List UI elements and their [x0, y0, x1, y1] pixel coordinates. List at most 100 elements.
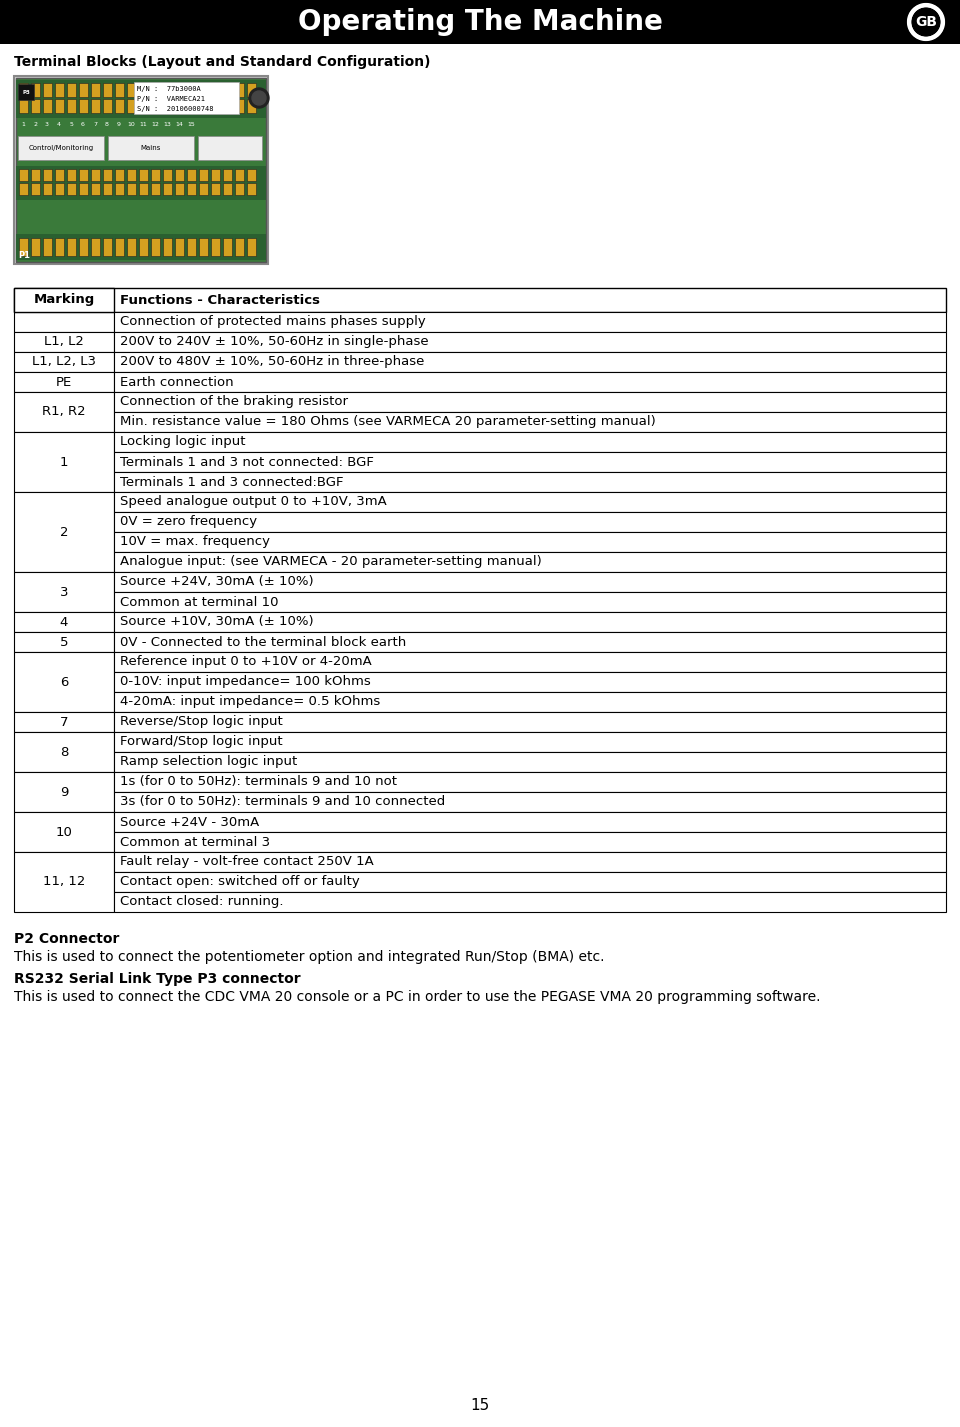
Text: 1s (for 0 to 50Hz): terminals 9 and 10 not: 1s (for 0 to 50Hz): terminals 9 and 10 n… — [120, 775, 397, 789]
Text: Source +24V, 30mA (± 10%): Source +24V, 30mA (± 10%) — [120, 575, 314, 588]
Text: 6: 6 — [60, 675, 68, 688]
Circle shape — [252, 91, 266, 106]
Bar — [67, 98, 76, 113]
Bar — [114, 612, 946, 632]
Bar — [14, 852, 114, 912]
Bar — [247, 83, 256, 97]
Bar — [114, 732, 946, 752]
Text: Source +10V, 30mA (± 10%): Source +10V, 30mA (± 10%) — [120, 615, 314, 628]
Bar — [55, 183, 64, 195]
Bar — [14, 332, 114, 352]
Bar — [103, 183, 112, 195]
Bar — [79, 98, 88, 113]
Bar — [114, 672, 946, 692]
Bar — [16, 234, 266, 260]
Bar — [139, 238, 148, 255]
Bar — [114, 712, 946, 732]
Bar — [223, 238, 232, 255]
Text: 9: 9 — [60, 785, 68, 799]
Bar — [114, 352, 946, 372]
Text: Marking: Marking — [34, 294, 95, 307]
Text: S/N :  20106000748: S/N : 20106000748 — [137, 106, 213, 111]
Bar — [223, 183, 232, 195]
Text: Terminal Blocks (Layout and Standard Configuration): Terminal Blocks (Layout and Standard Con… — [14, 56, 430, 68]
Text: P1: P1 — [18, 251, 30, 261]
Bar — [175, 83, 184, 97]
Bar — [187, 168, 196, 181]
Text: 4: 4 — [57, 121, 61, 127]
Bar — [139, 168, 148, 181]
Bar — [18, 84, 34, 100]
Circle shape — [908, 4, 944, 40]
Text: This is used to connect the potentiometer option and integrated Run/Stop (BMA) e: This is used to connect the potentiomete… — [14, 950, 605, 965]
Text: Fault relay - volt-free contact 250V 1A: Fault relay - volt-free contact 250V 1A — [120, 856, 373, 869]
Text: 0-10V: input impedance= 100 kOhms: 0-10V: input impedance= 100 kOhms — [120, 675, 371, 688]
Bar — [14, 632, 114, 652]
Bar — [43, 98, 52, 113]
Bar — [19, 168, 28, 181]
Bar — [199, 238, 208, 255]
Text: Locking logic input: Locking logic input — [120, 435, 246, 448]
Bar — [14, 372, 114, 392]
Text: Earth connection: Earth connection — [120, 375, 233, 388]
Bar — [199, 98, 208, 113]
Text: Source +24V - 30mA: Source +24V - 30mA — [120, 815, 259, 829]
Bar — [79, 168, 88, 181]
Bar — [127, 83, 136, 97]
Bar — [91, 83, 100, 97]
Bar — [198, 136, 262, 160]
Text: Operating The Machine: Operating The Machine — [298, 9, 662, 36]
Bar — [114, 452, 946, 472]
Bar — [187, 83, 196, 97]
Bar — [114, 472, 946, 492]
Text: 8: 8 — [105, 121, 108, 127]
Bar — [43, 83, 52, 97]
Bar — [175, 168, 184, 181]
Text: 10: 10 — [56, 825, 72, 839]
Bar — [247, 168, 256, 181]
Text: R1, R2: R1, R2 — [42, 405, 85, 418]
Bar — [103, 168, 112, 181]
Text: 10: 10 — [127, 121, 134, 127]
Bar — [103, 83, 112, 97]
Bar — [114, 492, 946, 512]
Text: 13: 13 — [163, 121, 171, 127]
Bar — [114, 313, 946, 332]
Bar — [127, 168, 136, 181]
Bar — [134, 81, 239, 114]
Text: Common at terminal 10: Common at terminal 10 — [120, 595, 278, 608]
Text: 4: 4 — [60, 615, 68, 628]
Text: Forward/Stop logic input: Forward/Stop logic input — [120, 735, 282, 749]
Bar — [43, 168, 52, 181]
Text: 12: 12 — [151, 121, 159, 127]
Bar — [19, 183, 28, 195]
Text: 15: 15 — [470, 1397, 490, 1413]
Circle shape — [249, 88, 269, 108]
Bar — [67, 183, 76, 195]
Text: Contact open: switched off or faulty: Contact open: switched off or faulty — [120, 876, 360, 889]
Bar — [14, 732, 114, 772]
Text: Functions - Characteristics: Functions - Characteristics — [120, 294, 320, 307]
Bar — [108, 136, 194, 160]
Text: Analogue input: (see VARMECA - 20 parameter-setting manual): Analogue input: (see VARMECA - 20 parame… — [120, 555, 541, 568]
Bar — [223, 83, 232, 97]
Bar — [14, 652, 114, 712]
Bar — [115, 168, 124, 181]
Bar — [114, 392, 946, 412]
Text: Connection of protected mains phases supply: Connection of protected mains phases sup… — [120, 315, 425, 328]
Bar — [14, 812, 114, 852]
Text: 15: 15 — [187, 121, 195, 127]
Bar — [114, 852, 946, 872]
Bar — [31, 183, 40, 195]
Bar — [14, 288, 114, 313]
Bar — [31, 83, 40, 97]
Bar — [67, 238, 76, 255]
Text: 11, 12: 11, 12 — [43, 876, 85, 889]
Bar — [223, 168, 232, 181]
Bar — [55, 83, 64, 97]
Bar — [187, 183, 196, 195]
Bar — [114, 872, 946, 892]
Text: 3s (for 0 to 50Hz): terminals 9 and 10 connected: 3s (for 0 to 50Hz): terminals 9 and 10 c… — [120, 795, 445, 809]
Bar — [127, 238, 136, 255]
Bar — [114, 892, 946, 912]
